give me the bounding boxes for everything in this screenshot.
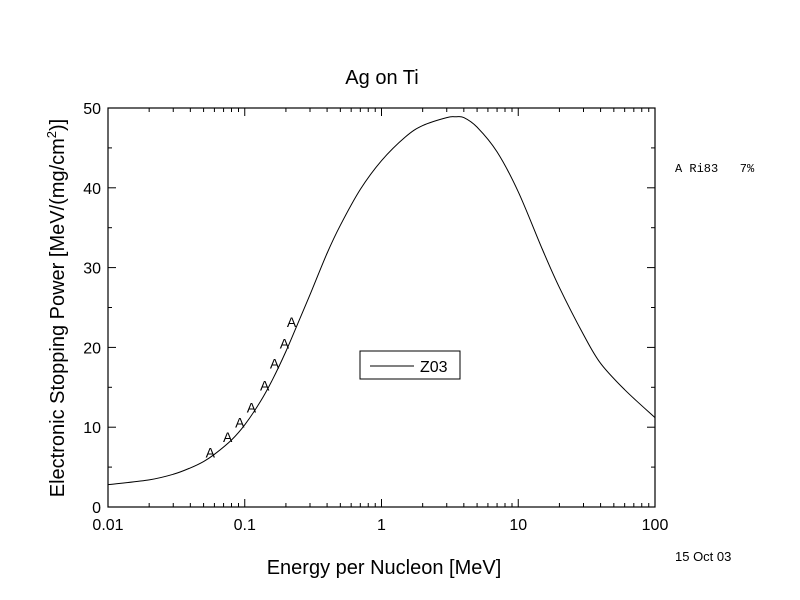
data-marker-a: A [280,335,290,351]
y-tick-label: 50 [83,101,101,118]
y-tick-label: 10 [83,420,101,437]
y-axis-label-end: )] [47,119,69,131]
y-tick-label: 40 [83,181,101,198]
legend-label-z03: Z03 [420,359,448,376]
data-marker-a: A [247,399,257,415]
legend-box [359,350,461,380]
y-tick-label: 20 [83,340,101,357]
y-axis-label-sup: 2 [44,131,59,138]
y-axis-label-main: Electronic Stopping Power [MeV/(mg/cm [47,138,69,497]
data-marker-a: A [287,314,297,330]
x-tick-label: 0.1 [234,517,256,534]
y-axis-label: Electronic Stopping Power [MeV/(mg/cm2)] [44,119,69,497]
data-marker-a: A [223,429,233,445]
data-marker-a: A [235,414,245,430]
x-tick-label: 10 [509,517,527,534]
y-tick-label: 0 [92,500,101,517]
x-tick-label: 100 [642,517,669,534]
data-marker-a: A [206,445,216,461]
date-stamp: 15 Oct 03 [675,549,732,564]
reference-note: A Ri83 7% [675,162,755,176]
legend: Z03 [359,350,461,380]
data-marker-a: A [270,355,280,371]
x-tick-label: 0.01 [92,517,123,534]
series-line-z03 [107,116,656,486]
axis-ticks [107,107,656,508]
x-tick-labels: 0.01 0.1 1 10 100 [92,517,668,534]
plot-frame [107,107,656,508]
chart-title: Ag on Ti [345,67,418,89]
x-axis-label: Energy per Nucleon [MeV] [267,557,502,579]
y-tick-label: 30 [83,261,101,278]
y-tick-labels: 0 10 20 30 40 50 [83,101,101,517]
data-marker-a: A [260,378,270,394]
x-tick-label: 1 [377,517,386,534]
